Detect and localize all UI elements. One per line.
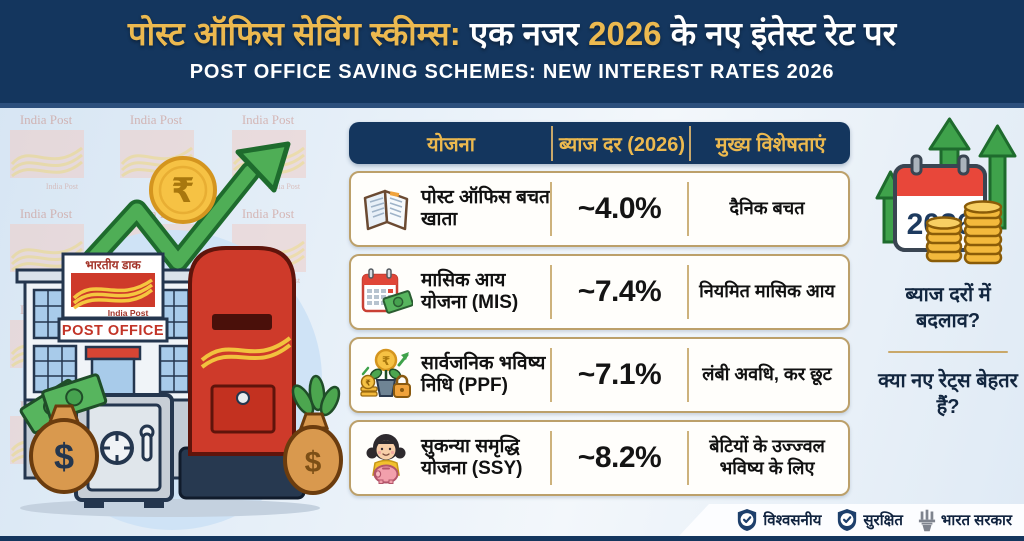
calendar-2026-illustration: 2026 [875, 117, 1017, 265]
question-rate-change: ब्याज दरों में बदलाव? [905, 284, 991, 332]
table-row-ssy: सुकन्या समृद्धि योजना (SSY) ~8.2% बेटियो… [349, 420, 850, 496]
door-awning [84, 345, 142, 361]
scheme-feature: लंबी अवधि, कर छूट [702, 364, 832, 385]
coin-rupee-symbol: ₹ [171, 172, 195, 210]
scheme-name: पोस्ट ऑफिस बचत खाता [421, 187, 550, 230]
scheme-name: सुकन्या समृद्धि योजना (SSY) [421, 436, 523, 479]
india-post-signboard: भारतीय डाक India Post POST OFFICE [57, 252, 169, 343]
svg-text:₹: ₹ [382, 354, 390, 368]
interest-rate: ~7.1% [551, 339, 689, 411]
column-header-scheme: योजना [349, 125, 553, 161]
post-office-illustration: India Post India Post [8, 110, 343, 530]
bottom-navy-strip [0, 536, 1024, 541]
scheme-feature: दैनिक बचत [729, 198, 805, 219]
money-bag-icon-left: $ [29, 404, 99, 494]
safe-vault-icon [74, 393, 174, 508]
badge-label: सुरक्षित [863, 512, 903, 529]
money-bag-symbol-right: $ [305, 446, 322, 479]
passbook-icon [359, 182, 413, 236]
scheme-name: मासिक आय योजना (MIS) [421, 270, 519, 313]
calendar-money-icon [359, 265, 413, 319]
interest-rate: ~8.2% [551, 422, 689, 494]
page-subtitle: POST OFFICE SAVING SCHEMES: NEW INTEREST… [189, 61, 835, 84]
scheme-name: सार्वजनिक भविष्य निधि (PPF) [421, 353, 546, 396]
plant-leaves-icon [291, 374, 341, 417]
footer-badge-panel: विश्वसनीय सुरक्षित भारत सरकार [679, 504, 1024, 536]
badge-trusted: विश्वसनीय [736, 508, 821, 532]
title-part3: के नए इंतेस्ट रेट पर [661, 15, 897, 52]
column-header-rate: ब्याज दर (2026) [553, 125, 691, 161]
badge-secure: सुरक्षित [836, 508, 903, 532]
header-banner: पोस्ट ऑफिस सेविंग स्कीम्स: एक नजर 2026 क… [0, 0, 1024, 108]
interest-rate: ~4.0% [551, 173, 689, 245]
savings-growth-lock-icon: ₹ ₹ [359, 348, 413, 402]
ground-shadow [20, 499, 320, 517]
sign-hindi-label: भारतीय डाक [85, 258, 141, 272]
right-sidebar: 2026 ब्याज दरों में बदलाव? क्या नए रेट्स… [874, 116, 1022, 420]
shield-check-icon [738, 509, 757, 531]
girl-piggy-bank-icon [359, 431, 413, 485]
rupee-coin-icon: ₹ [149, 156, 217, 224]
scheme-feature: बेटियों के उज्ज्वल भविष्य के लिए [709, 436, 825, 478]
red-postbox-icon [178, 246, 306, 500]
table-row-savings-account: पोस्ट ऑफिस बचत खाता ~4.0% दैनिक बचत [349, 171, 850, 247]
table-row-ppf: ₹ ₹ सार्वजनिक भविष्य निधि (PPF [349, 337, 850, 413]
title-part1: पोस्ट ऑफिस सेविंग स्कीम्स: [127, 15, 461, 52]
badge-government: भारत सरकार [918, 509, 1012, 532]
column-header-features: मुख्य विशेषताएं [715, 133, 826, 156]
svg-text:₹: ₹ [365, 379, 371, 388]
sign-english-label: POST OFFICE [62, 323, 164, 339]
divider-line [888, 351, 1008, 353]
question-rates-better: क्या नए रेट्स बेहतर हैं? [878, 370, 1018, 418]
scheme-feature: नियमित मासिक आय [699, 281, 835, 302]
money-bag-symbol: $ [54, 436, 74, 477]
shield-check-icon [838, 509, 857, 531]
title-part2: एक नजर [460, 15, 589, 52]
sign-brand-label: India Post [108, 308, 149, 318]
badge-label: भारत सरकार [940, 512, 1012, 529]
table-row-mis: मासिक आय योजना (MIS) ~7.4% नियमित मासिक … [349, 254, 850, 330]
coin-stack-icon [925, 200, 1003, 265]
interest-rate: ~7.4% [551, 256, 689, 328]
money-bag-icon-right: $ [283, 412, 343, 495]
building-windows [32, 288, 204, 394]
table-header-row: योजना ब्याज दर (2026) मुख्य विशेषताएं [349, 122, 850, 164]
interest-rates-table: योजना ब्याज दर (2026) मुख्य विशेषताएं पो… [349, 122, 850, 496]
badge-label: विश्वसनीय [763, 512, 822, 529]
ashoka-emblem-icon [918, 509, 935, 531]
page-title: पोस्ट ऑफिस सेविंग स्कीम्स: एक नजर 2026 क… [0, 15, 1024, 52]
title-year: 2026 [588, 15, 662, 52]
